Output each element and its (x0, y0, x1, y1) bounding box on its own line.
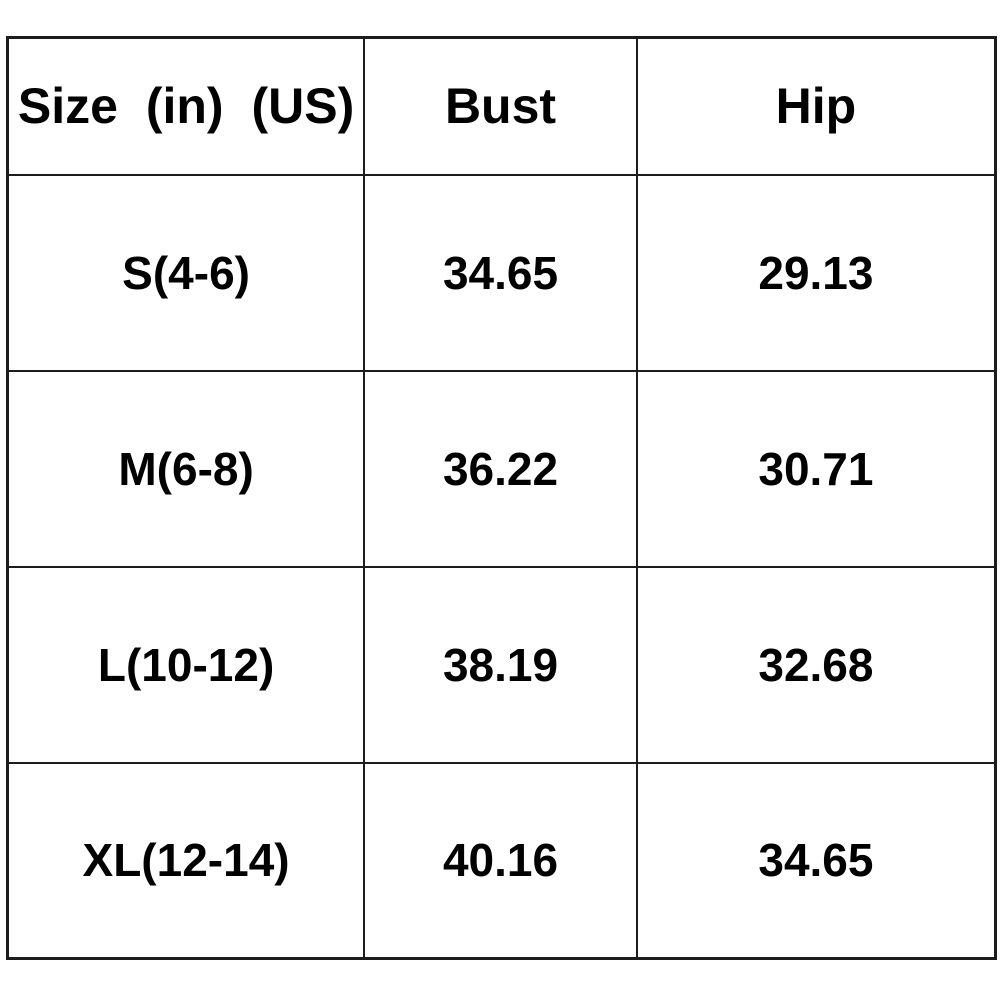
header-size-column: Size (in) (US) (6, 36, 366, 176)
size-cell: L(10-12) (6, 565, 366, 764)
hip-cell: 30.71 (635, 369, 997, 568)
size-cell: XL(12-14) (6, 761, 366, 960)
table-row: XL(12-14) 40.16 34.65 (6, 761, 997, 960)
bust-cell: 40.16 (363, 761, 638, 960)
table-row: M(6-8) 36.22 30.71 (6, 369, 997, 568)
bust-cell: 38.19 (363, 565, 638, 764)
table-header-row: Size (in) (US) Bust Hip (6, 36, 997, 176)
header-bust-column: Bust (363, 36, 638, 176)
bust-cell: 34.65 (363, 173, 638, 372)
hip-cell: 32.68 (635, 565, 997, 764)
header-hip-column: Hip (635, 36, 997, 176)
size-chart-table: Size (in) (US) Bust Hip S(4-6) 34.65 29.… (6, 36, 997, 960)
size-cell: S(4-6) (6, 173, 366, 372)
hip-cell: 29.13 (635, 173, 997, 372)
table-row: L(10-12) 38.19 32.68 (6, 565, 997, 764)
bust-cell: 36.22 (363, 369, 638, 568)
table-row: S(4-6) 34.65 29.13 (6, 173, 997, 372)
size-cell: M(6-8) (6, 369, 366, 568)
hip-cell: 34.65 (635, 761, 997, 960)
